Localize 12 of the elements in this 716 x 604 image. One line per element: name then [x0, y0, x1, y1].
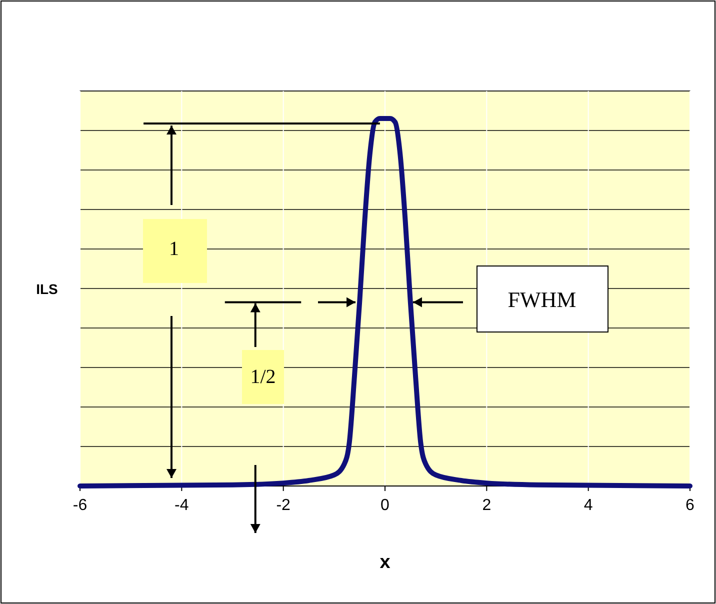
x-tick-label: 2: [482, 497, 492, 514]
x-tick-label: 6: [686, 497, 695, 514]
x-tick-label: -2: [276, 497, 291, 514]
annotation: 1: [169, 238, 179, 260]
x-tick-label: -6: [72, 497, 88, 514]
annotation: 1/2: [250, 366, 276, 388]
x-axis-title: x: [380, 552, 391, 573]
x-tick-label: 4: [584, 497, 593, 514]
y-axis-title: ILS: [36, 281, 58, 297]
annotation: FWHM: [508, 287, 576, 312]
x-tick-label: -4: [174, 497, 189, 514]
x-tick-label: 0: [380, 497, 390, 514]
